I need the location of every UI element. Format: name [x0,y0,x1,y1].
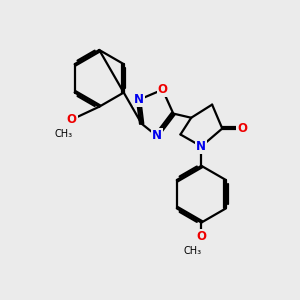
Text: N: N [134,93,144,106]
Text: CH₃: CH₃ [184,246,202,256]
Text: CH₃: CH₃ [54,129,73,139]
Text: O: O [67,113,77,126]
Text: O: O [196,230,206,242]
Text: N: N [152,129,162,142]
Text: N: N [196,140,206,153]
Text: O: O [237,122,247,135]
Text: O: O [158,83,167,96]
